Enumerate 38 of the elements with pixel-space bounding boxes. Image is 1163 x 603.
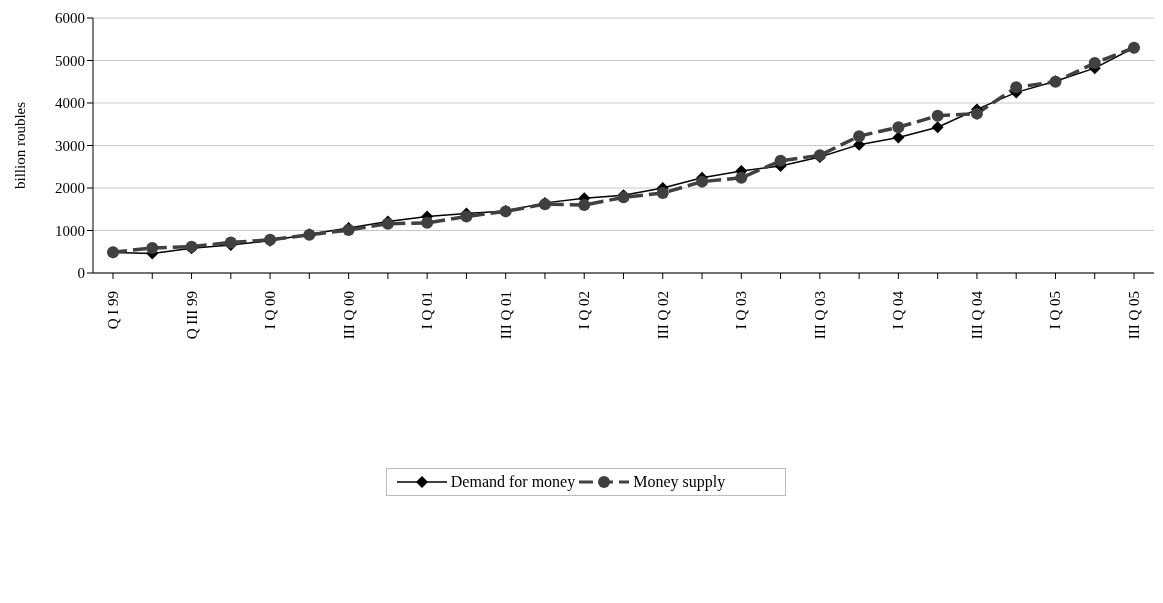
y-tick-label: 3000 (55, 137, 85, 154)
x-tick-label: I Q 01 (419, 291, 436, 330)
x-tick-label: III Q 00 (340, 291, 357, 340)
point (735, 171, 748, 184)
point (146, 241, 159, 254)
x-tick-label: III Q 04 (968, 290, 985, 340)
y-tick-label: 4000 (55, 95, 85, 112)
y-tick-label: 1000 (55, 222, 85, 239)
point (931, 121, 944, 134)
point (853, 130, 866, 143)
x-tick-label: I Q 03 (733, 291, 750, 330)
x-tick-label: III Q 05 (1126, 291, 1142, 340)
point (970, 107, 983, 120)
point (421, 216, 434, 229)
x-tick-label: I Q 00 (262, 291, 279, 330)
point (774, 154, 787, 167)
y-tick-label: 2000 (55, 180, 85, 197)
point (1088, 57, 1101, 70)
x-tick-label: Q I 99 (105, 291, 121, 330)
x-tick-label: Q III 99 (183, 291, 200, 340)
point (1010, 81, 1023, 94)
x-tick-label: I Q 05 (1047, 291, 1064, 330)
point (656, 187, 669, 200)
x-tick-label: I Q 02 (576, 291, 593, 330)
legend-label: Money supply (633, 473, 726, 491)
point (931, 109, 944, 122)
y-tick-label: 6000 (55, 10, 85, 27)
y-axis-title: billion roubles (12, 101, 29, 190)
x-tick-label: III Q 03 (811, 291, 828, 340)
legend-label: Demand for money (450, 473, 576, 491)
y-tick-label: 0 (77, 265, 85, 282)
y-tick-label: 5000 (55, 52, 85, 69)
x-tick-label: I Q 04 (890, 290, 907, 330)
point (578, 199, 591, 211)
x-tick-label: III Q 01 (497, 291, 514, 340)
x-tick-label: III Q 02 (654, 291, 671, 340)
point (892, 121, 905, 134)
point (696, 175, 709, 188)
